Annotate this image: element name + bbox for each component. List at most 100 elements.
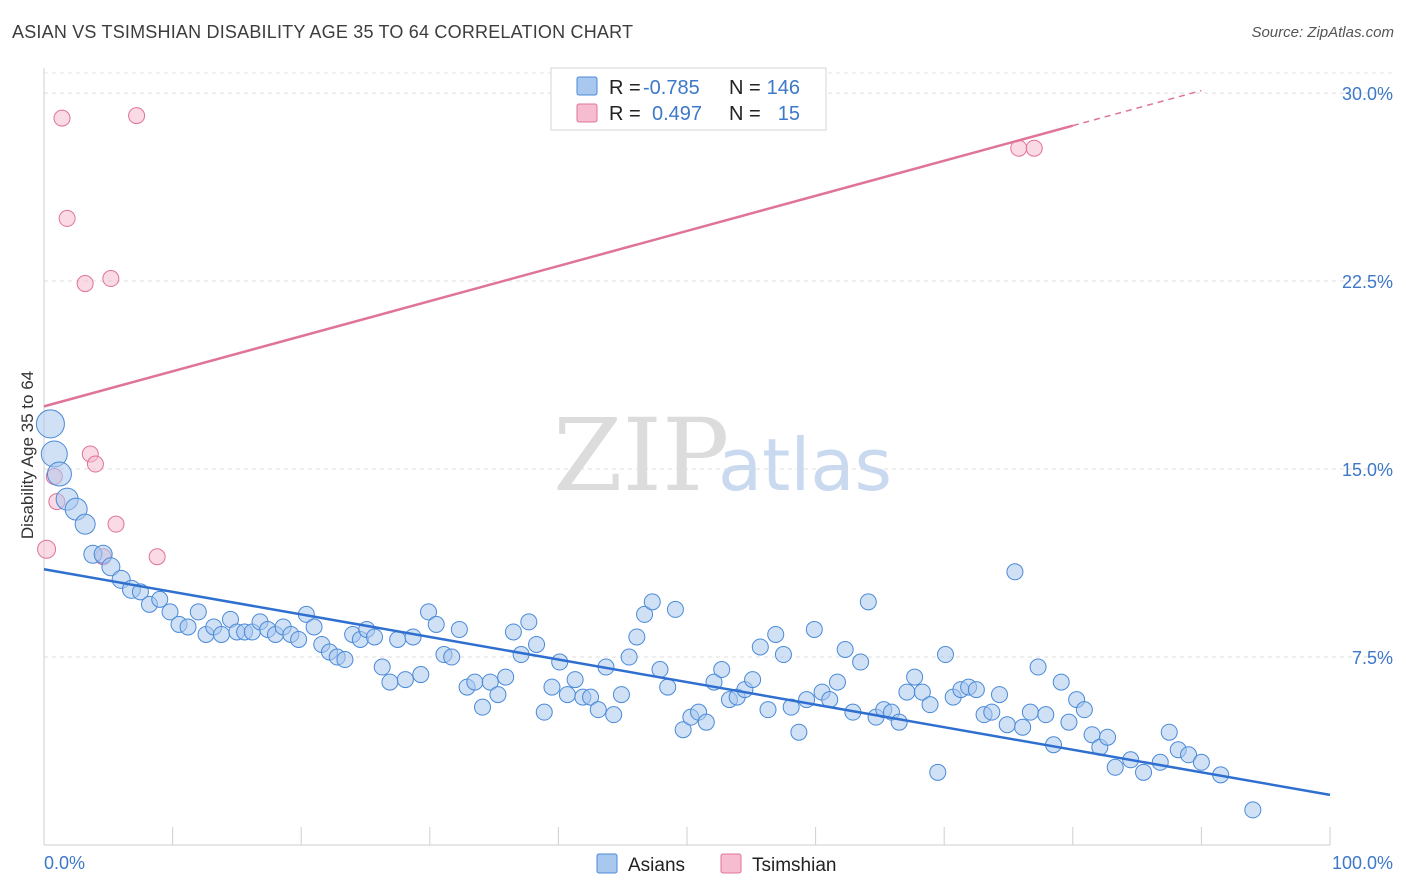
asian-point [474,698,492,716]
legend: R = -0.785 N = 146 R = 0.497 N = 15 [550,67,827,131]
tsimshian-point [107,515,125,533]
asian-point [774,646,792,664]
asian-point [636,605,654,623]
asian-point [859,593,877,611]
asian-point [643,593,661,611]
asian-point [983,703,1001,721]
y-axis-label: Disability Age 35 to 64 [18,371,37,539]
asian-point [1160,723,1178,741]
tsimshian-point [37,539,57,559]
legend-n-label-asians: N = [729,77,761,99]
chart-title: ASIAN VS TSIMSHIAN DISABILITY AGE 35 TO … [12,22,634,42]
legend-r-label-tsimshian: R = [609,103,641,125]
asian-point [396,671,414,689]
asian-point [179,618,197,636]
legend-n-value-asians: 146 [767,77,800,99]
trend-lines [43,89,1331,797]
legend-r-value-asians: -0.785 [643,77,700,99]
asian-point [336,651,354,669]
asian-point [836,640,854,658]
asian-point [74,513,96,535]
tsimshian-point [53,109,71,127]
asian-point [936,646,954,664]
asian-point [305,618,323,636]
legend-n-value-tsimshian: 15 [778,103,800,125]
asian-point [161,603,179,621]
asian-point [1037,706,1055,724]
legend-n-label-tsimshian: N = [729,103,761,125]
asian-point [151,590,169,608]
bottom-legend-label-asians: Asians [628,855,685,876]
tsimshian-point [148,548,166,566]
asian-point [1075,701,1093,719]
asian-point [1006,563,1024,581]
asian-point [744,671,762,689]
asian-point [46,461,72,487]
x-tick-label-max: 100.0% [1332,853,1393,873]
asian-point [929,763,947,781]
bottom-legend-swatch-tsimshian [720,853,742,874]
asian-point [898,683,916,701]
tsimshian-point [86,455,104,473]
bottom-legend: Asians Tsimshian [596,853,836,876]
asian-point [1192,753,1210,771]
watermark-zip: ZIP [553,397,729,514]
asian-point [805,620,823,638]
legend-r-value-tsimshian: 0.497 [652,103,702,125]
asian-point [628,628,646,646]
asian-point [828,673,846,691]
asian-point [290,630,308,648]
y-tick-labels: 7.5% 15.0% 22.5% 30.0% [1342,84,1393,668]
tsimshian-trend-extension [1072,89,1202,127]
asian-point [1099,728,1117,746]
asian-point [751,638,769,656]
asian-point [558,686,576,704]
asian-point [659,678,677,696]
asian-point [1060,713,1078,731]
axes [43,68,1331,846]
y-tick-label: 30.0% [1342,84,1393,104]
asian-point [697,713,715,731]
asian-point [427,615,445,633]
asian-point [412,666,430,684]
asian-point [566,671,584,689]
asian-point [366,628,384,646]
y-tick-label: 7.5% [1352,648,1393,668]
grid-lines [44,72,1393,658]
legend-r-label-asians: R = [609,77,641,99]
asian-point [420,603,438,621]
asian-point [921,696,939,714]
asian-point [35,409,65,439]
asian-point [1021,703,1039,721]
asian-point [551,653,569,671]
asian-point [612,686,630,704]
asian-point [466,673,484,691]
tsimshian-point [58,209,76,227]
asian-point [404,628,422,646]
asian-point [906,668,924,686]
asian-point [998,716,1016,734]
bottom-legend-label-tsimshian: Tsimshian [752,855,836,876]
watermark-atlas: atlas [718,423,892,507]
legend-swatch-asians [576,76,598,96]
asian-point [1244,801,1262,819]
watermark: ZIP atlas [553,397,892,514]
tsimshian-point [128,107,146,125]
asian-point [504,623,522,641]
asian-point [520,613,538,631]
asian-point [528,635,546,653]
asian-point [1052,673,1070,691]
asian-point [666,600,684,618]
asian-point [1014,718,1032,736]
asian-point [212,625,230,643]
y-tick-label: 22.5% [1342,272,1393,292]
asian-point [967,681,985,699]
asian-point [189,603,207,621]
y-tick-label: 15.0% [1342,460,1393,480]
asian-point [543,678,561,696]
asian-point [759,701,777,719]
asian-point [101,557,121,577]
source-label: Source: ZipAtlas.com [1251,24,1394,41]
asian-point [990,686,1008,704]
